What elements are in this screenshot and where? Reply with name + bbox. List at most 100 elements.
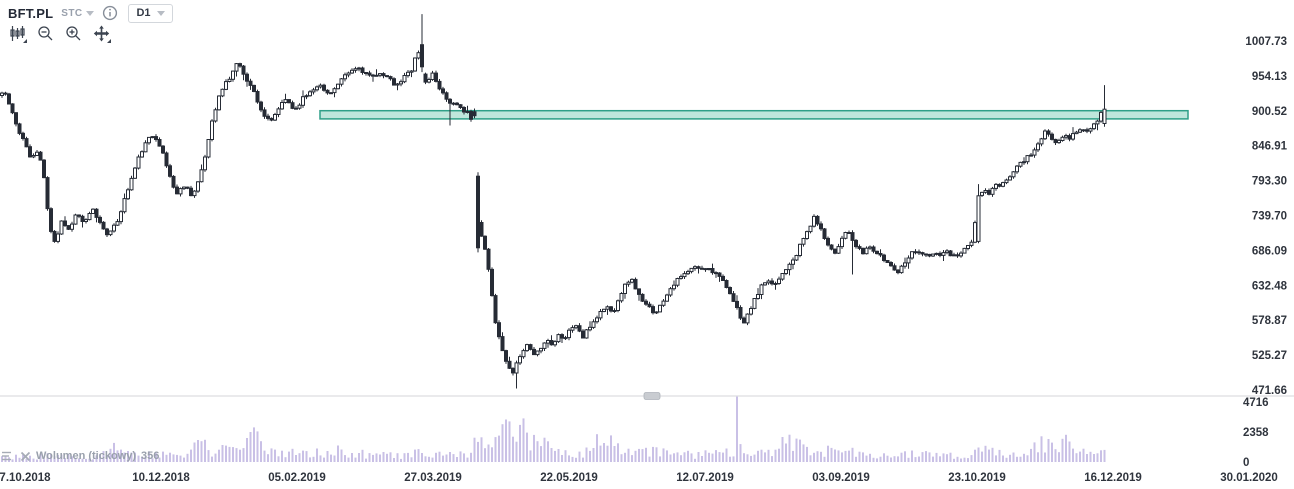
candle — [248, 80, 253, 86]
volume-bar — [379, 454, 381, 462]
volume-bar — [1082, 448, 1085, 462]
volume-bar — [330, 454, 332, 462]
price-tick-label: 686.09 — [1252, 245, 1287, 257]
resistance-zone[interactable] — [319, 109, 1189, 120]
volume-bar — [67, 454, 70, 462]
volume-bar — [99, 454, 101, 462]
candle — [742, 317, 746, 324]
volume-bar — [753, 454, 756, 462]
candle — [427, 79, 431, 83]
info-icon[interactable] — [102, 5, 118, 21]
candle — [843, 232, 848, 239]
candle — [563, 337, 568, 340]
price-tick-label: 793.30 — [1252, 176, 1287, 188]
candle — [343, 74, 347, 80]
candle — [434, 72, 438, 82]
volume-bar — [634, 450, 637, 462]
candle — [136, 156, 141, 169]
volume-bar — [844, 450, 847, 462]
candle — [122, 198, 127, 213]
candle — [1081, 129, 1086, 132]
candle — [857, 246, 862, 249]
candle — [1025, 155, 1030, 163]
volume-bar — [323, 457, 325, 462]
volume-bar — [288, 451, 290, 462]
candle — [21, 132, 25, 140]
volume-bar — [662, 448, 665, 462]
pane-resize-handle[interactable] — [643, 392, 661, 400]
candle — [959, 252, 963, 257]
candle — [255, 91, 260, 103]
volume-bar — [228, 446, 231, 462]
chart-header: BFT.PL STC D1 — [8, 3, 173, 23]
candle — [171, 175, 176, 188]
candle — [24, 138, 29, 148]
volume-bar — [505, 419, 507, 462]
candle — [822, 228, 827, 239]
volume-bar — [494, 437, 497, 462]
candle — [910, 251, 914, 259]
pane-divider[interactable] — [0, 392, 1294, 400]
candle — [651, 306, 655, 314]
market-dropdown[interactable]: STC — [61, 8, 95, 19]
zoom-out-button[interactable] — [36, 24, 54, 42]
volume-bar — [312, 456, 315, 462]
zoom-out-icon — [37, 25, 52, 40]
volume-bar — [921, 452, 924, 462]
zoom-in-button[interactable] — [64, 24, 82, 42]
candle — [630, 278, 634, 283]
volume-bar — [837, 450, 840, 462]
candle — [7, 93, 11, 105]
candle — [661, 300, 666, 306]
candle — [875, 250, 879, 255]
candle — [465, 111, 470, 113]
candle — [507, 360, 512, 369]
volume-bar — [158, 457, 161, 462]
candle — [948, 250, 953, 257]
price-tick-label: 900.52 — [1252, 106, 1287, 118]
volume-bar — [830, 447, 833, 462]
volume-bar — [694, 458, 696, 462]
volume-bars — [1, 396, 1106, 462]
remove-indicator-icon[interactable] — [19, 450, 31, 462]
chart-type-button[interactable] — [8, 24, 27, 43]
pan-button[interactable] — [92, 24, 111, 43]
candle — [525, 344, 529, 352]
candle — [899, 265, 904, 274]
timeframe-select[interactable]: D1 — [128, 3, 173, 23]
candle — [476, 175, 480, 249]
candle — [1011, 171, 1016, 178]
candle — [896, 269, 900, 274]
candle — [224, 81, 228, 90]
candle — [493, 295, 498, 324]
chart-toolbar — [8, 24, 111, 43]
volume-bar — [680, 455, 682, 462]
volume-bar — [718, 452, 721, 462]
candle — [1050, 133, 1054, 140]
candle — [409, 70, 414, 73]
volume-bar — [669, 454, 672, 462]
candle — [500, 336, 505, 352]
volume-bar — [953, 458, 955, 462]
candle — [105, 228, 109, 236]
candle — [987, 190, 991, 195]
indicator-settings-icon[interactable] — [2, 450, 14, 462]
candle — [556, 334, 561, 343]
volume-bar — [414, 449, 416, 462]
candle — [1046, 130, 1051, 135]
candle — [241, 65, 246, 75]
volume-bar — [603, 443, 605, 462]
candle — [378, 73, 382, 76]
candle — [479, 222, 484, 237]
volume-indicator-label: Wolumen (tickowy) — [36, 450, 137, 462]
volume-bar — [85, 458, 87, 462]
symbol-label: BFT.PL — [8, 5, 54, 21]
candle — [462, 107, 466, 113]
candle — [532, 348, 536, 356]
candle — [45, 177, 50, 210]
candle — [871, 246, 876, 252]
candle — [665, 294, 669, 302]
volume-bar — [568, 455, 570, 462]
volume-bar — [823, 456, 826, 462]
